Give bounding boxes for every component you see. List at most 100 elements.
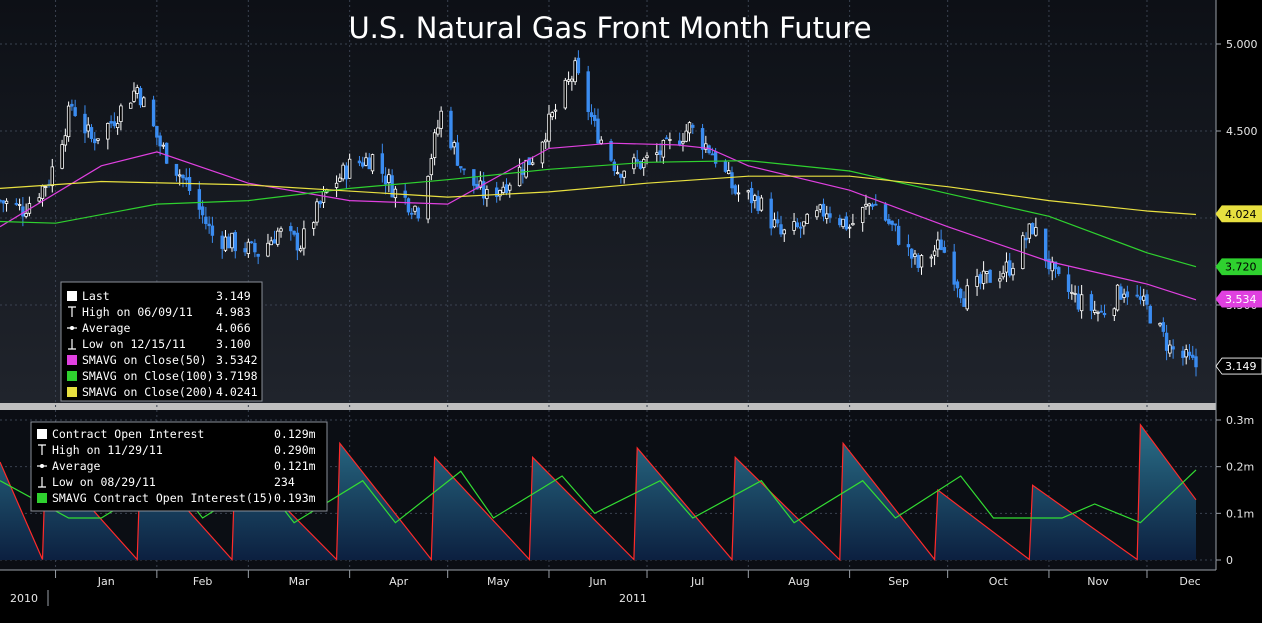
candle-body	[700, 128, 705, 150]
oi-tick-label: 0	[1226, 554, 1233, 567]
candle-body	[197, 189, 202, 210]
candle-body	[289, 226, 293, 232]
price-tag: 3.720	[1215, 258, 1262, 276]
candle-body	[455, 142, 460, 166]
candle-body	[661, 139, 666, 158]
candle-body	[998, 278, 1002, 282]
month-label: Oct	[989, 575, 1009, 588]
legend-value: 234	[274, 475, 295, 489]
legend-label: SMAVG on Close(50)	[82, 353, 207, 367]
candle-body	[677, 140, 682, 146]
candle-body	[942, 247, 947, 253]
legend-row: SMAVG on Close(50) 3.5342	[67, 353, 258, 367]
candle-body	[249, 241, 254, 244]
candle-body	[1, 200, 5, 204]
candle-body	[0, 199, 2, 202]
candle-body	[1168, 344, 1172, 354]
chart-title: U.S. Natural Gas Front Month Future	[348, 11, 871, 45]
candle-body	[380, 153, 385, 174]
price-tag-bg	[1215, 290, 1262, 308]
candle-body	[266, 242, 270, 257]
candle-body	[736, 192, 741, 195]
candle-body	[635, 159, 639, 162]
candle-body	[733, 185, 737, 194]
legend-value: 0.290m	[274, 443, 316, 457]
candle-body	[815, 210, 819, 218]
candle-body	[416, 207, 420, 219]
candle-body	[334, 182, 339, 188]
candle-body	[1125, 291, 1130, 298]
candle-body	[1027, 223, 1032, 239]
candle-body	[772, 219, 777, 228]
candle-body	[89, 127, 94, 139]
month-label: Dec	[1179, 575, 1200, 588]
candle-body	[684, 130, 688, 142]
candle-body	[779, 224, 783, 235]
candle-body	[805, 213, 809, 224]
candle-body	[60, 144, 64, 169]
oi-sma-line	[0, 469, 1197, 524]
candle-body	[14, 203, 19, 205]
candle-body	[710, 153, 715, 156]
candle-body	[749, 188, 754, 204]
candle-body	[1164, 332, 1169, 351]
price-tag-label: 3.534	[1225, 293, 1257, 306]
candle-body	[756, 196, 760, 211]
legend-label: Contract Open Interest	[52, 427, 204, 441]
candle-body	[1102, 312, 1107, 316]
legend-row: Average 4.066	[67, 321, 251, 335]
candle-body	[246, 241, 251, 254]
candle-body	[1115, 284, 1120, 311]
candle-body	[596, 118, 600, 144]
candle-body	[1008, 260, 1012, 276]
candle-body	[436, 127, 440, 135]
candle-body	[687, 122, 692, 134]
legend-value: 3.100	[216, 337, 251, 351]
candle-body	[959, 288, 963, 299]
candle-body	[818, 204, 822, 210]
candle-body	[609, 140, 613, 161]
candle-body	[1181, 350, 1185, 358]
candle-body	[550, 112, 554, 118]
legend-swatch-icon	[67, 387, 77, 397]
candle-body	[530, 162, 535, 165]
month-axis: Jan Feb Mar Apr May Jun Jul Aug Sep Oct Nov Dec 2010…	[10, 570, 1201, 606]
candle-body	[1092, 309, 1097, 313]
low-marker-icon	[38, 477, 46, 488]
candle-body	[1034, 227, 1038, 236]
candle-body	[321, 191, 326, 203]
candle-body	[119, 105, 123, 123]
candle-body	[1142, 295, 1146, 301]
candle-body	[527, 157, 532, 166]
candle-body	[655, 152, 659, 155]
price-tag-bg	[1215, 258, 1262, 276]
candle-body	[1050, 261, 1054, 272]
legend-row: Contract Open Interest 0.129m	[37, 427, 316, 441]
oi-tick-label: 0.2m	[1226, 461, 1254, 474]
candle-body	[939, 239, 943, 251]
candle-body	[544, 139, 548, 143]
candle-body	[344, 165, 349, 180]
month-label: Aug	[788, 575, 809, 588]
candle-body	[962, 298, 966, 307]
candle-body	[593, 114, 597, 121]
candle-body	[841, 218, 845, 228]
candle-body	[844, 216, 849, 230]
candle-body	[44, 186, 48, 188]
legend-label: High on 11/29/11	[52, 443, 163, 457]
candle-body	[642, 159, 646, 169]
candle-body	[279, 228, 283, 232]
candle-body	[302, 228, 306, 249]
candle-body	[573, 60, 577, 83]
candle-body	[410, 212, 414, 215]
candle-body	[83, 113, 87, 134]
legend-swatch-icon	[67, 355, 77, 365]
month-label: Sep	[888, 575, 909, 588]
candle-body	[988, 269, 992, 283]
right-axis-bg	[1216, 0, 1262, 623]
candle-body	[1191, 354, 1195, 358]
panel-divider[interactable]	[0, 403, 1216, 410]
candle-body	[292, 230, 296, 235]
candle-body	[978, 274, 983, 284]
